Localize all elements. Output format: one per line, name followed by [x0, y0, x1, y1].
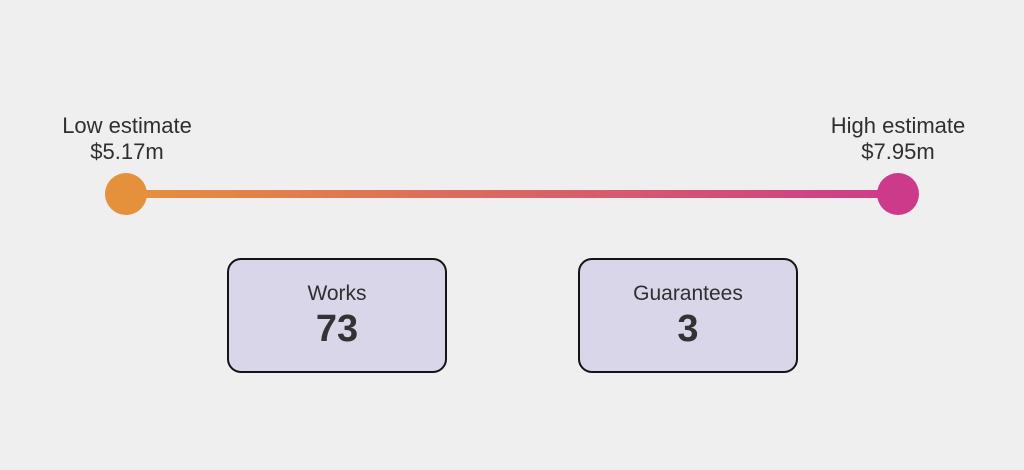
low-estimate-dot — [105, 173, 147, 215]
high-estimate-value: $7.95m — [861, 139, 935, 164]
guarantees-stat-label: Guarantees — [633, 282, 743, 305]
low-estimate-value: $5.17m — [90, 139, 164, 164]
guarantees-stat-value: 3 — [677, 308, 699, 350]
high-estimate-label: High estimate — [830, 113, 966, 138]
high-estimate-label-block: High estimate $7.95m — [831, 113, 966, 165]
low-estimate-label: Low estimate — [62, 113, 192, 138]
low-estimate-label-block: Low estimate $5.17m — [62, 113, 192, 165]
works-stat-label: Works — [307, 282, 367, 305]
guarantees-stat-card: Guarantees 3 — [578, 258, 798, 373]
range-connector-line — [126, 190, 898, 198]
works-stat-value: 73 — [315, 308, 359, 350]
works-stat-card: Works 73 — [227, 258, 447, 373]
high-estimate-dot — [877, 173, 919, 215]
